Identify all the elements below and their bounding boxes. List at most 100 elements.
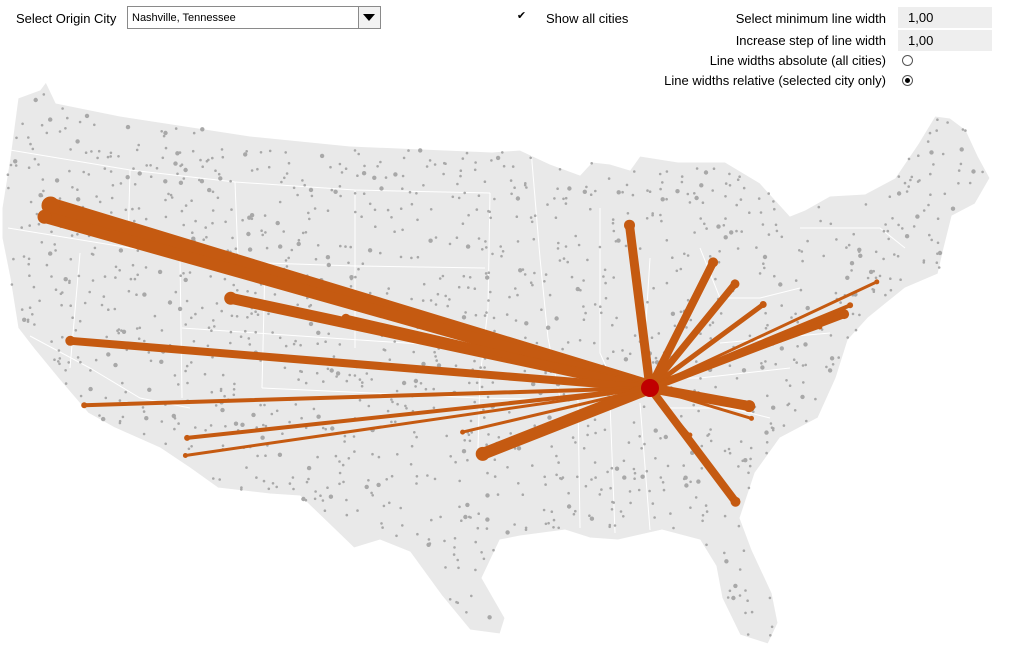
city-dot [28,224,32,227]
city-dot [728,172,731,176]
city-dot [264,231,267,234]
city-dot [207,158,210,162]
city-dot [896,191,902,196]
city-dot [550,510,554,513]
city-dot [521,268,525,271]
city-dot [737,524,741,528]
city-dot [473,400,477,404]
city-dot [37,222,41,226]
city-dot [653,516,656,519]
city-dot [695,360,698,363]
city-dot [100,303,104,307]
city-dot [415,192,418,195]
city-dot [109,170,113,173]
city-dot [118,399,122,402]
city-dot [487,433,490,436]
city-dot [256,167,259,171]
city-dot [27,136,30,139]
city-dot [260,229,263,232]
city-dot [622,459,626,463]
city-dot [422,184,425,187]
city-dot [666,464,670,468]
city-dot [202,238,205,241]
city-dot [661,481,665,484]
route-endpoint [341,313,351,323]
city-dot [927,203,930,207]
city-dot [427,538,431,541]
city-dot [694,195,699,201]
city-dot [160,329,164,332]
city-dot [651,361,655,364]
city-dot [361,171,367,176]
city-dot [806,239,809,243]
city-dot [260,435,265,440]
city-dot [381,526,384,529]
origin-city-label: Select Origin City [16,11,117,26]
city-dot [169,193,173,197]
city-dot [689,506,692,510]
city-dot [157,269,163,275]
city-dot [163,130,168,136]
relative-widths-radio[interactable] [902,75,913,86]
dropdown-button[interactable] [358,7,380,28]
city-dot [490,159,493,162]
city-dot [524,526,528,530]
city-dot [444,294,448,298]
city-dot [850,269,853,272]
city-dot [340,171,344,174]
show-all-cities-checkbox[interactable]: ✔ [516,11,527,22]
city-dot [224,425,227,428]
city-dot [773,274,776,278]
city-dot [893,253,896,256]
origin-city-select[interactable]: Nashville, Tennessee [127,6,381,29]
city-dot [772,200,775,203]
city-dot [201,165,204,168]
city-dot [160,420,164,423]
city-dot [746,633,750,636]
city-dot [104,396,108,400]
city-dot [561,347,564,351]
city-dot [509,432,512,435]
city-dot [854,328,858,332]
city-dot [557,526,560,530]
city-dot [190,361,193,364]
city-dot [485,246,488,249]
city-dot [22,317,27,322]
city-dot [240,422,245,427]
step-width-input[interactable]: 1,00 [898,30,992,51]
city-dot [42,189,45,193]
city-dot [701,514,705,517]
city-dot [470,431,474,434]
city-dot [643,442,646,446]
city-dot [121,415,125,419]
city-dot [937,266,941,269]
city-dot [342,480,345,484]
city-dot [722,224,726,227]
city-dot [58,130,62,133]
city-dot [546,203,549,206]
city-dot [909,178,912,182]
city-dot [50,230,53,234]
city-dot [101,416,106,422]
city-dot [461,222,465,225]
city-dot [270,412,274,416]
city-dot [672,526,675,530]
city-dot [41,178,45,181]
absolute-widths-radio[interactable] [902,55,913,66]
city-dot [308,217,311,221]
city-dot [434,355,437,358]
city-dot [548,293,552,297]
route-endpoint [37,209,52,224]
route-line [461,386,652,434]
city-dot [468,276,472,279]
city-dot [374,225,377,228]
city-dot [533,271,536,275]
city-dot [744,611,747,615]
city-dot [950,206,956,211]
city-dot [250,217,254,221]
city-dot [432,406,436,410]
min-width-input[interactable]: 1,00 [898,7,992,28]
city-dot [448,242,452,246]
city-dot [749,446,753,450]
city-dot [324,340,327,344]
